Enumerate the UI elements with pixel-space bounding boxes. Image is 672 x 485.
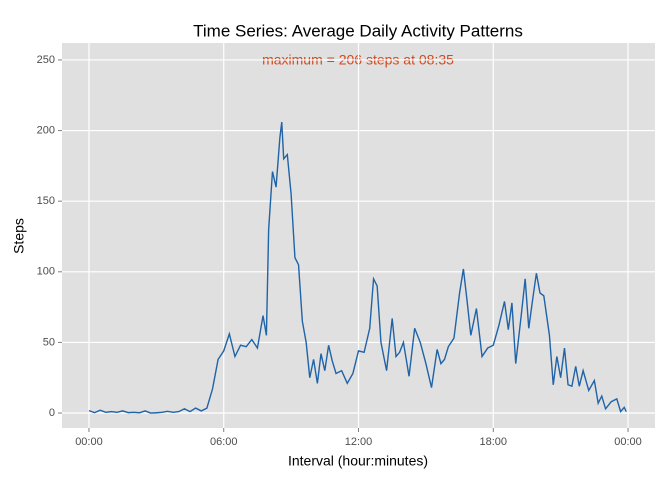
y-tick-label: 0	[49, 407, 55, 419]
x-axis-label: Interval (hour:minutes)	[288, 453, 428, 469]
x-tick-label: 00:00	[75, 436, 103, 448]
y-tick-label: 200	[37, 124, 55, 136]
y-tick-label: 50	[43, 336, 55, 348]
x-tick-label: 18:00	[480, 436, 508, 448]
y-tick-label: 250	[37, 54, 55, 66]
x-tick-label: 00:00	[614, 436, 642, 448]
y-tick-label: 100	[37, 266, 55, 278]
x-tick-label: 06:00	[210, 436, 238, 448]
y-axis-label: Steps	[11, 218, 27, 254]
chart-title: Time Series: Average Daily Activity Patt…	[193, 21, 523, 40]
line	[88, 122, 627, 414]
x-tick-label: 12:00	[345, 436, 373, 448]
y-tick-label: 150	[37, 195, 55, 207]
